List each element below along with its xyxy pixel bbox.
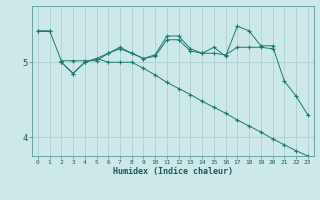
X-axis label: Humidex (Indice chaleur): Humidex (Indice chaleur) bbox=[113, 167, 233, 176]
